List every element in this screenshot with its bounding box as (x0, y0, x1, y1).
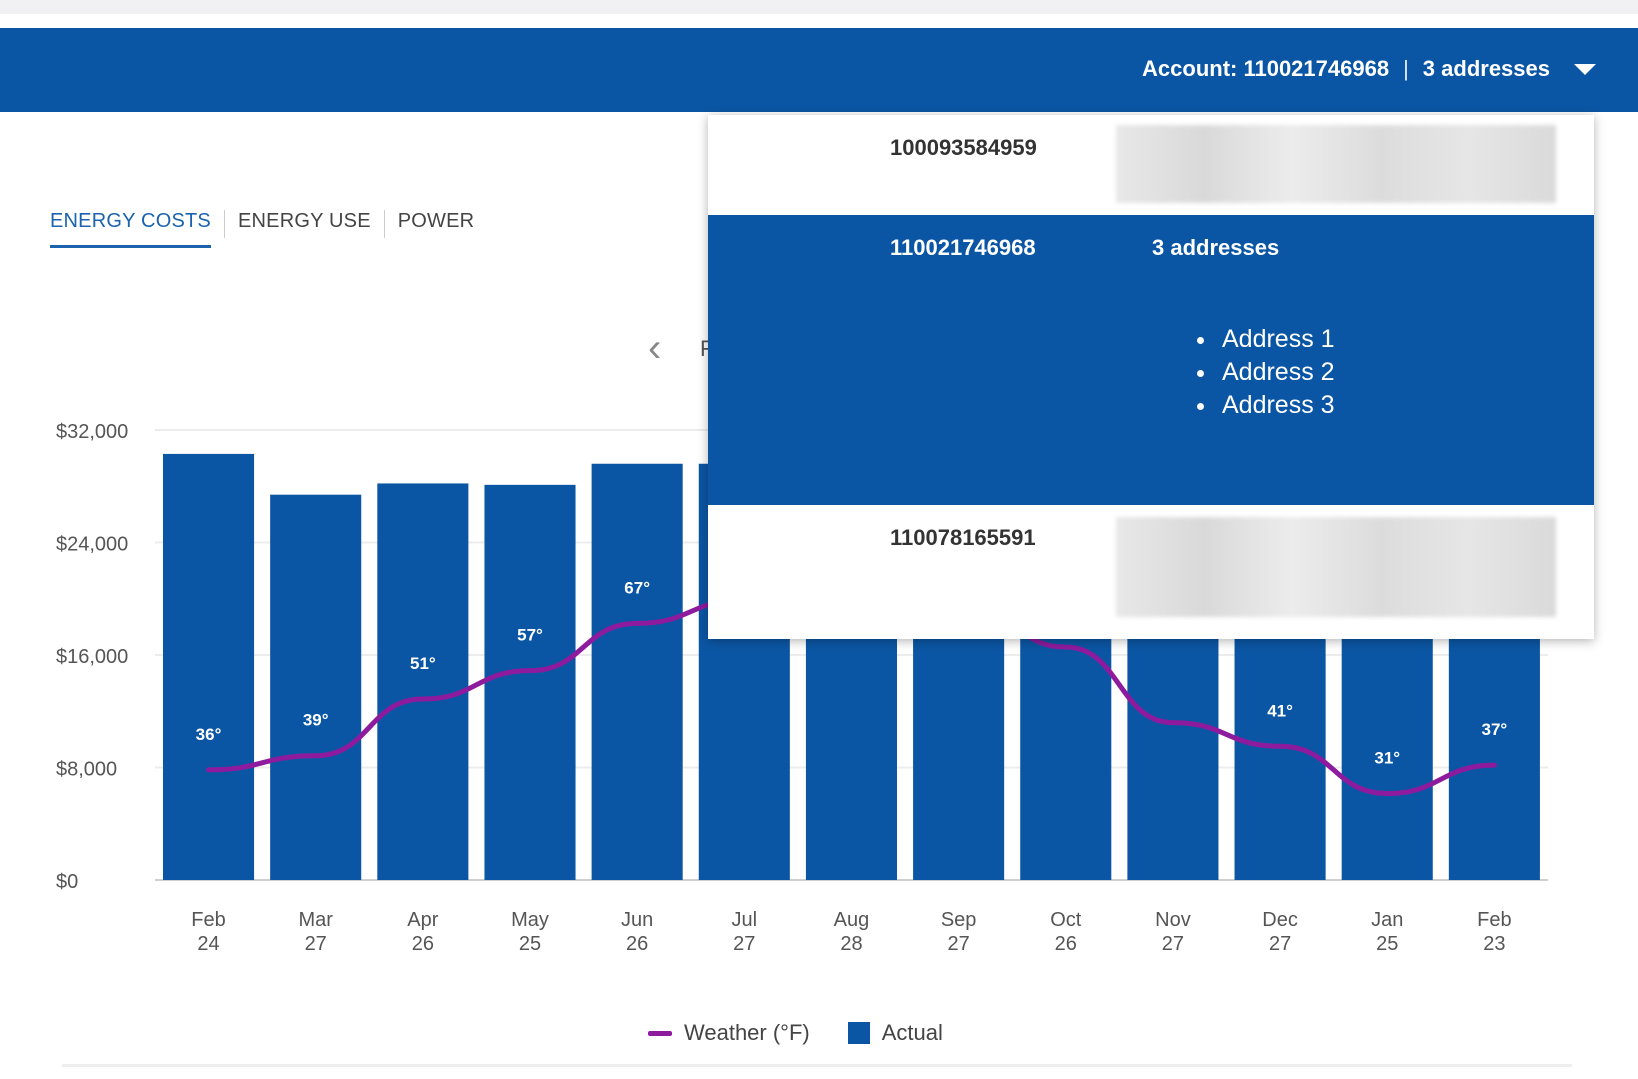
bar (484, 484, 576, 880)
x-tick-label: 25 (519, 933, 541, 955)
x-tick-label: Feb (191, 909, 225, 931)
header-bar: Account: 110021746968 | 3 addresses (0, 28, 1638, 112)
y-tick-label: $32,000 (56, 421, 128, 443)
account-number: 110078165591 (890, 525, 1036, 550)
bottom-divider (62, 1064, 1572, 1067)
x-tick-label: 24 (197, 933, 219, 955)
chart-tabs: ENERGY COSTS ENERGY USE POWER (50, 210, 474, 248)
tab-divider (223, 210, 225, 238)
account-dropdown: 100093584959 110021746968 3 addresses Ad… (708, 115, 1594, 639)
x-tick-label: Jan (1371, 909, 1403, 931)
weather-legend-swatch (648, 1030, 672, 1036)
x-tick-label: Mar (298, 909, 333, 931)
address-list: Address 1 Address 2 Address 3 (1138, 323, 1335, 422)
account-label: Account: 110021746968 (1142, 56, 1390, 81)
account-option[interactable]: 110078165591 (708, 505, 1594, 639)
y-tick-label: $16,000 (56, 646, 128, 668)
header-separator: | (1403, 56, 1409, 81)
chevron-left-icon[interactable]: ‹ (648, 326, 662, 370)
x-tick-label: Apr (407, 909, 438, 931)
y-tick-label: $24,000 (56, 534, 128, 556)
bar (270, 494, 362, 880)
account-selector[interactable]: Account: 110021746968 | 3 addresses (1142, 52, 1596, 86)
x-tick-label: 26 (626, 933, 648, 955)
weather-data-label: 67° (624, 578, 650, 597)
actual-legend-swatch (847, 1022, 870, 1044)
address-item: Address 1 (1218, 323, 1335, 356)
weather-legend-label: Weather (°F) (684, 1020, 810, 1045)
x-tick-label: Jul (732, 909, 758, 931)
weather-data-label: 51° (410, 654, 436, 673)
addresses-label: 3 addresses (1422, 56, 1550, 81)
bar (591, 463, 683, 880)
y-tick-label: $0 (56, 871, 78, 893)
x-tick-label: 27 (1269, 933, 1291, 955)
x-tick-label: 23 (1483, 933, 1505, 955)
bar (377, 483, 469, 880)
actual-legend-label: Actual (881, 1020, 943, 1045)
x-tick-label: 27 (947, 933, 969, 955)
weather-data-label: 31° (1374, 749, 1400, 768)
x-tick-label: 28 (840, 933, 862, 955)
caret-down-icon[interactable] (1574, 63, 1596, 75)
weather-data-label: 36° (196, 725, 222, 744)
x-tick-label: May (511, 909, 549, 931)
x-tick-label: 27 (305, 933, 327, 955)
chart-legend: Weather (°F) Actual (648, 1020, 943, 1046)
x-tick-label: 27 (733, 933, 755, 955)
bar (163, 453, 255, 880)
x-tick-label: Jun (621, 909, 653, 931)
x-tick-label: Feb (1477, 909, 1511, 931)
x-tick-label: 25 (1376, 933, 1398, 955)
x-tick-label: 27 (1162, 933, 1184, 955)
x-tick-label: Dec (1262, 909, 1298, 931)
weather-data-label: 39° (303, 711, 329, 730)
account-option[interactable]: 100093584959 (708, 115, 1594, 215)
x-tick-label: Sep (941, 909, 977, 931)
blurred-address (1116, 125, 1556, 203)
blurred-address (1116, 517, 1556, 617)
x-tick-label: Oct (1050, 909, 1082, 931)
x-tick-label: Nov (1155, 909, 1191, 931)
top-strip (0, 0, 1638, 14)
x-tick-label: 26 (1055, 933, 1077, 955)
account-number: 110021746968 (890, 235, 1036, 260)
tab-power[interactable]: POWER (397, 210, 475, 232)
account-option-selected[interactable]: 110021746968 3 addresses Address 1 Addre… (708, 215, 1594, 505)
address-count: 3 addresses (1152, 235, 1280, 260)
address-item: Address 2 (1218, 356, 1335, 389)
x-tick-label: Aug (834, 909, 870, 931)
account-number: 100093584959 (890, 135, 1037, 160)
address-item: Address 3 (1218, 389, 1335, 422)
tab-energy-use[interactable]: ENERGY USE (237, 210, 371, 232)
tab-divider (383, 210, 385, 238)
x-tick-label: 26 (412, 933, 434, 955)
weather-data-label: 37° (1482, 720, 1508, 739)
tab-energy-costs[interactable]: ENERGY COSTS (50, 210, 211, 248)
weather-data-label: 57° (517, 626, 543, 645)
y-tick-label: $8,000 (56, 759, 117, 781)
weather-data-label: 41° (1267, 701, 1293, 720)
